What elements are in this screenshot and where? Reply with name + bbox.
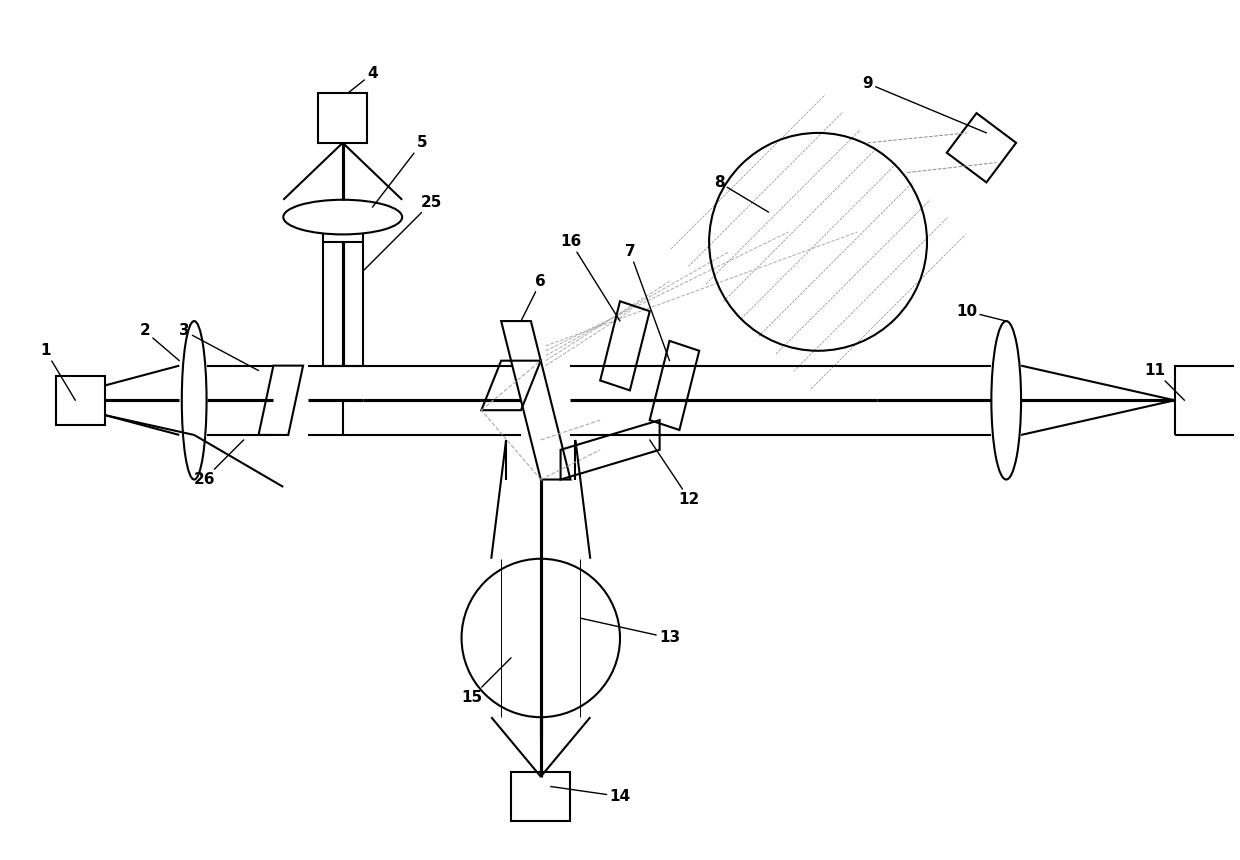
Bar xyxy=(317,93,367,143)
Text: 8: 8 xyxy=(714,175,769,212)
Text: 7: 7 xyxy=(625,244,670,360)
Text: 16: 16 xyxy=(559,234,620,321)
Text: 4: 4 xyxy=(347,66,378,93)
Text: 13: 13 xyxy=(580,618,680,646)
Text: 25: 25 xyxy=(362,194,443,272)
Text: 14: 14 xyxy=(551,787,631,804)
Text: 15: 15 xyxy=(461,658,511,705)
Text: 3: 3 xyxy=(179,323,258,371)
Text: 1: 1 xyxy=(41,343,76,400)
Text: 9: 9 xyxy=(862,76,986,133)
Text: 6: 6 xyxy=(521,274,546,321)
Text: 2: 2 xyxy=(139,323,180,360)
Bar xyxy=(511,771,570,821)
Text: 12: 12 xyxy=(650,440,699,507)
Polygon shape xyxy=(501,321,570,480)
Text: 10: 10 xyxy=(956,304,1006,321)
Bar xyxy=(1174,366,1240,435)
Text: 5: 5 xyxy=(372,135,428,207)
Text: 11: 11 xyxy=(1145,363,1184,400)
Text: 26: 26 xyxy=(193,440,244,487)
Bar xyxy=(56,376,105,425)
